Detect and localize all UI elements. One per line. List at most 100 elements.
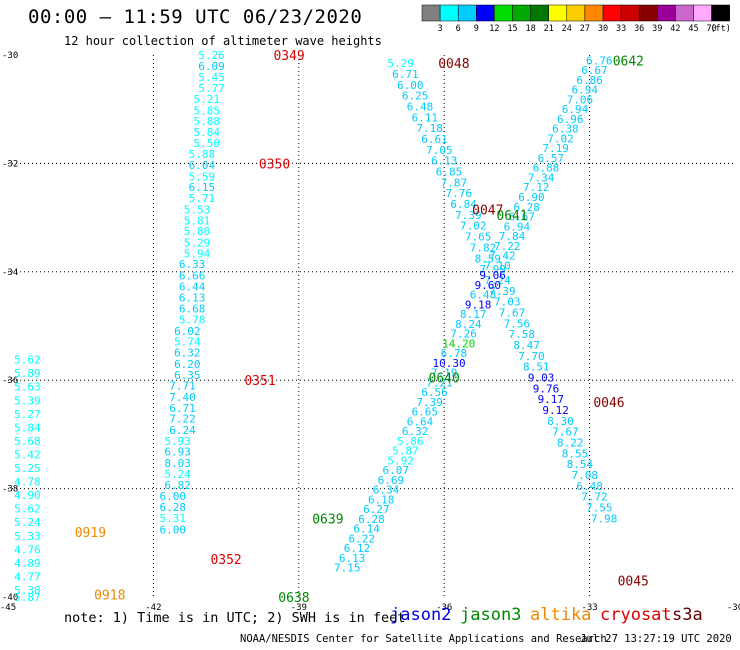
track-time-label: 0638 [278,591,309,606]
swh-value: 5.92 [387,454,414,467]
colorbar-label: 9 [474,24,479,34]
swh-value: 7.21 [426,376,453,389]
colorbar-swatch [675,4,694,22]
swh-value: 9.76 [533,382,560,395]
swh-value: 6.38 [552,123,579,136]
swh-value: 7.67 [499,306,526,319]
swh-value: 5.71 [189,192,216,205]
swh-value: 6.25 [402,90,429,103]
swh-value: 6.33 [179,258,206,271]
track-time-label: 0918 [94,588,125,603]
colorbar-label: (ft) [710,24,730,34]
swh-value: 9.03 [528,371,555,384]
swh-value: 6.84 [450,198,477,211]
swh-value: 7.70 [518,350,545,363]
colorbar-label: 30 [598,24,608,34]
y-tick-label: -34 [2,268,18,278]
swh-value: 6.00 [397,79,424,92]
y-tick-label: -30 [2,51,18,61]
colorbar-swatch [530,4,549,22]
swh-value: 5.89 [14,367,41,380]
colorbar-swatch [476,4,495,22]
swh-value: 7.98 [591,512,618,525]
swh-value: 8.55 [562,447,589,460]
swh-value: 7.03 [494,296,521,309]
swh-value: 7.24 [484,274,511,287]
swh-value: 6.34 [373,484,400,497]
swh-value: 6.66 [179,270,206,283]
swh-value: 6.27 [363,503,390,516]
colorbar-label: 33 [616,24,626,34]
swh-value: 6.32 [402,425,429,438]
swh-value: 8.03 [164,457,191,470]
colorbar-swatch [457,4,477,22]
track-time-label: 0350 [259,157,290,172]
swh-value: 6.35 [174,369,201,382]
swh-value: 5.74 [174,336,201,349]
swh-value: 7.12 [523,181,550,194]
colorbar-label: 15 [507,24,517,34]
swh-value: 6.28 [160,501,187,514]
swh-value: 6.67 [581,64,608,77]
swh-value: 6.18 [368,493,395,506]
track-time-label: 0641 [496,209,527,224]
swh-value: 6.07 [382,464,409,477]
swh-value: 6.00 [160,523,187,536]
track-time-label: 0642 [613,54,644,69]
swh-value: 6.71 [169,402,196,415]
swh-value: 5.85 [193,104,220,117]
colorbar-swatch [439,4,459,22]
swh-value: 6.94 [504,220,531,233]
swh-value: 7.87 [441,176,468,189]
colorbar-swatch [566,4,586,22]
swh-value: 8.47 [513,339,540,352]
swh-value: 6.15 [189,181,216,194]
swh-value: 6.13 [179,291,206,304]
colorbar-swatch [584,4,604,22]
swh-value: 5.62 [14,503,41,516]
colorbar-label: 27 [580,24,590,34]
swh-value: 7.26 [450,328,477,341]
swh-value: 5.21 [193,93,220,106]
colorbar-label: 24 [562,24,572,34]
y-tick-label: -32 [2,159,18,169]
swh-value: 7.34 [528,171,555,184]
swh-value: 6.32 [174,347,201,360]
swh-value: 6.44 [179,280,206,293]
swh-value: 7.19 [542,142,569,155]
chart-title: 00:00 – 11:59 UTC 06/23/2020 [28,6,363,28]
colorbar-swatch [421,4,441,22]
swh-value: 7.76 [445,187,472,200]
swh-value: 10.30 [432,357,465,370]
chart-subtitle: 12 hour collection of altimeter wave hei… [64,34,382,48]
swh-value: 6.85 [436,166,463,179]
swh-value: 5.42 [14,448,41,461]
swh-value: 5.26 [198,49,225,62]
x-tick-label: -33 [581,603,597,613]
footer-credit: NOAA/NESDIS Center for Satellite Applica… [240,633,607,645]
colorbar-label: 45 [688,24,698,34]
swh-value: 6.20 [174,358,201,371]
track-time-label: 0351 [244,374,275,389]
swh-value: 5.88 [193,115,220,128]
swh-value: 4.89 [14,557,41,570]
swh-value: 6.78 [441,347,468,360]
swh-value: 6.09 [198,60,225,73]
swh-value: 5.53 [184,203,211,216]
swh-value: 6.13 [431,155,458,168]
footer-timestamp: Jul 27 13:27:19 UTC 2020 [580,633,732,645]
track-time-label: 0047 [472,203,503,218]
swh-value: 7.22 [494,240,521,253]
swh-value: 7.99 [479,263,506,276]
swh-value: 5.24 [14,516,41,529]
swh-value: 6.96 [557,113,584,126]
swh-value: 6.28 [358,513,385,526]
colorbar-label: 12 [489,24,499,34]
swh-value: 7.42 [489,250,516,263]
swh-value: 7.22 [169,413,196,426]
swh-value: 4.76 [14,543,41,556]
swh-value: 5.88 [189,148,216,161]
swh-value: 5.24 [164,468,191,481]
swh-value: 9.18 [465,298,492,311]
swh-value: 6.68 [179,303,206,316]
